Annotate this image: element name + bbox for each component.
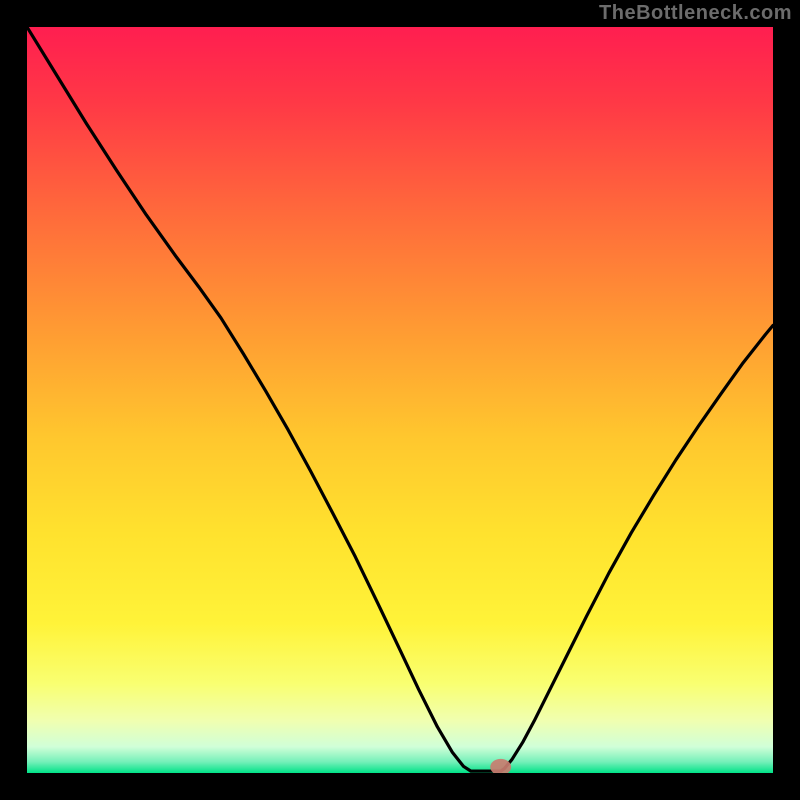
chart-plot-area xyxy=(27,27,773,773)
gradient-background xyxy=(27,27,773,773)
watermark-text: TheBottleneck.com xyxy=(599,2,792,25)
chart-svg xyxy=(27,27,773,773)
